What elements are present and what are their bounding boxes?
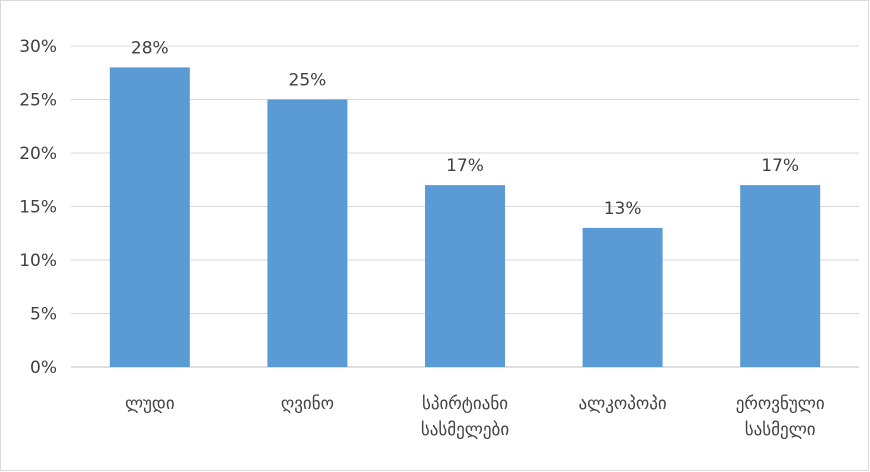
x-axis-categories: ლუდი ღვინო სპირტიანი სასმელები ალკოპოპი ეროვნ… [125,394,825,440]
category-label: სპირტიანი სასმელები [421,394,509,440]
data-label: 13% [604,199,642,219]
y-axis-ticks: 0% 5% 10% 15% 20% 25% 30% [19,37,57,378]
category-label: ლუდი [125,394,175,414]
data-label: 17% [446,156,484,176]
y-tick-label: 25% [19,91,57,111]
y-tick-label: 30% [19,37,57,57]
data-label: 17% [761,156,799,176]
y-tick-label: 0% [30,358,57,378]
category-label: ეროვნული სასმელი [736,394,825,440]
bar [267,99,348,367]
y-tick-label: 5% [30,305,57,325]
data-labels: 28% 25% 17% 13% 17% [131,38,799,219]
bar [425,185,505,367]
category-label: ალკოპოპი [578,394,666,414]
data-label: 25% [289,71,327,91]
y-tick-label: 20% [19,144,57,164]
bar [740,185,821,367]
category-label: ღვინო [281,394,334,414]
bar [582,227,663,367]
bars [109,67,821,368]
y-tick-label: 15% [19,198,57,218]
y-tick-label: 10% [19,251,57,271]
bar [109,67,190,368]
data-label: 28% [131,38,169,58]
